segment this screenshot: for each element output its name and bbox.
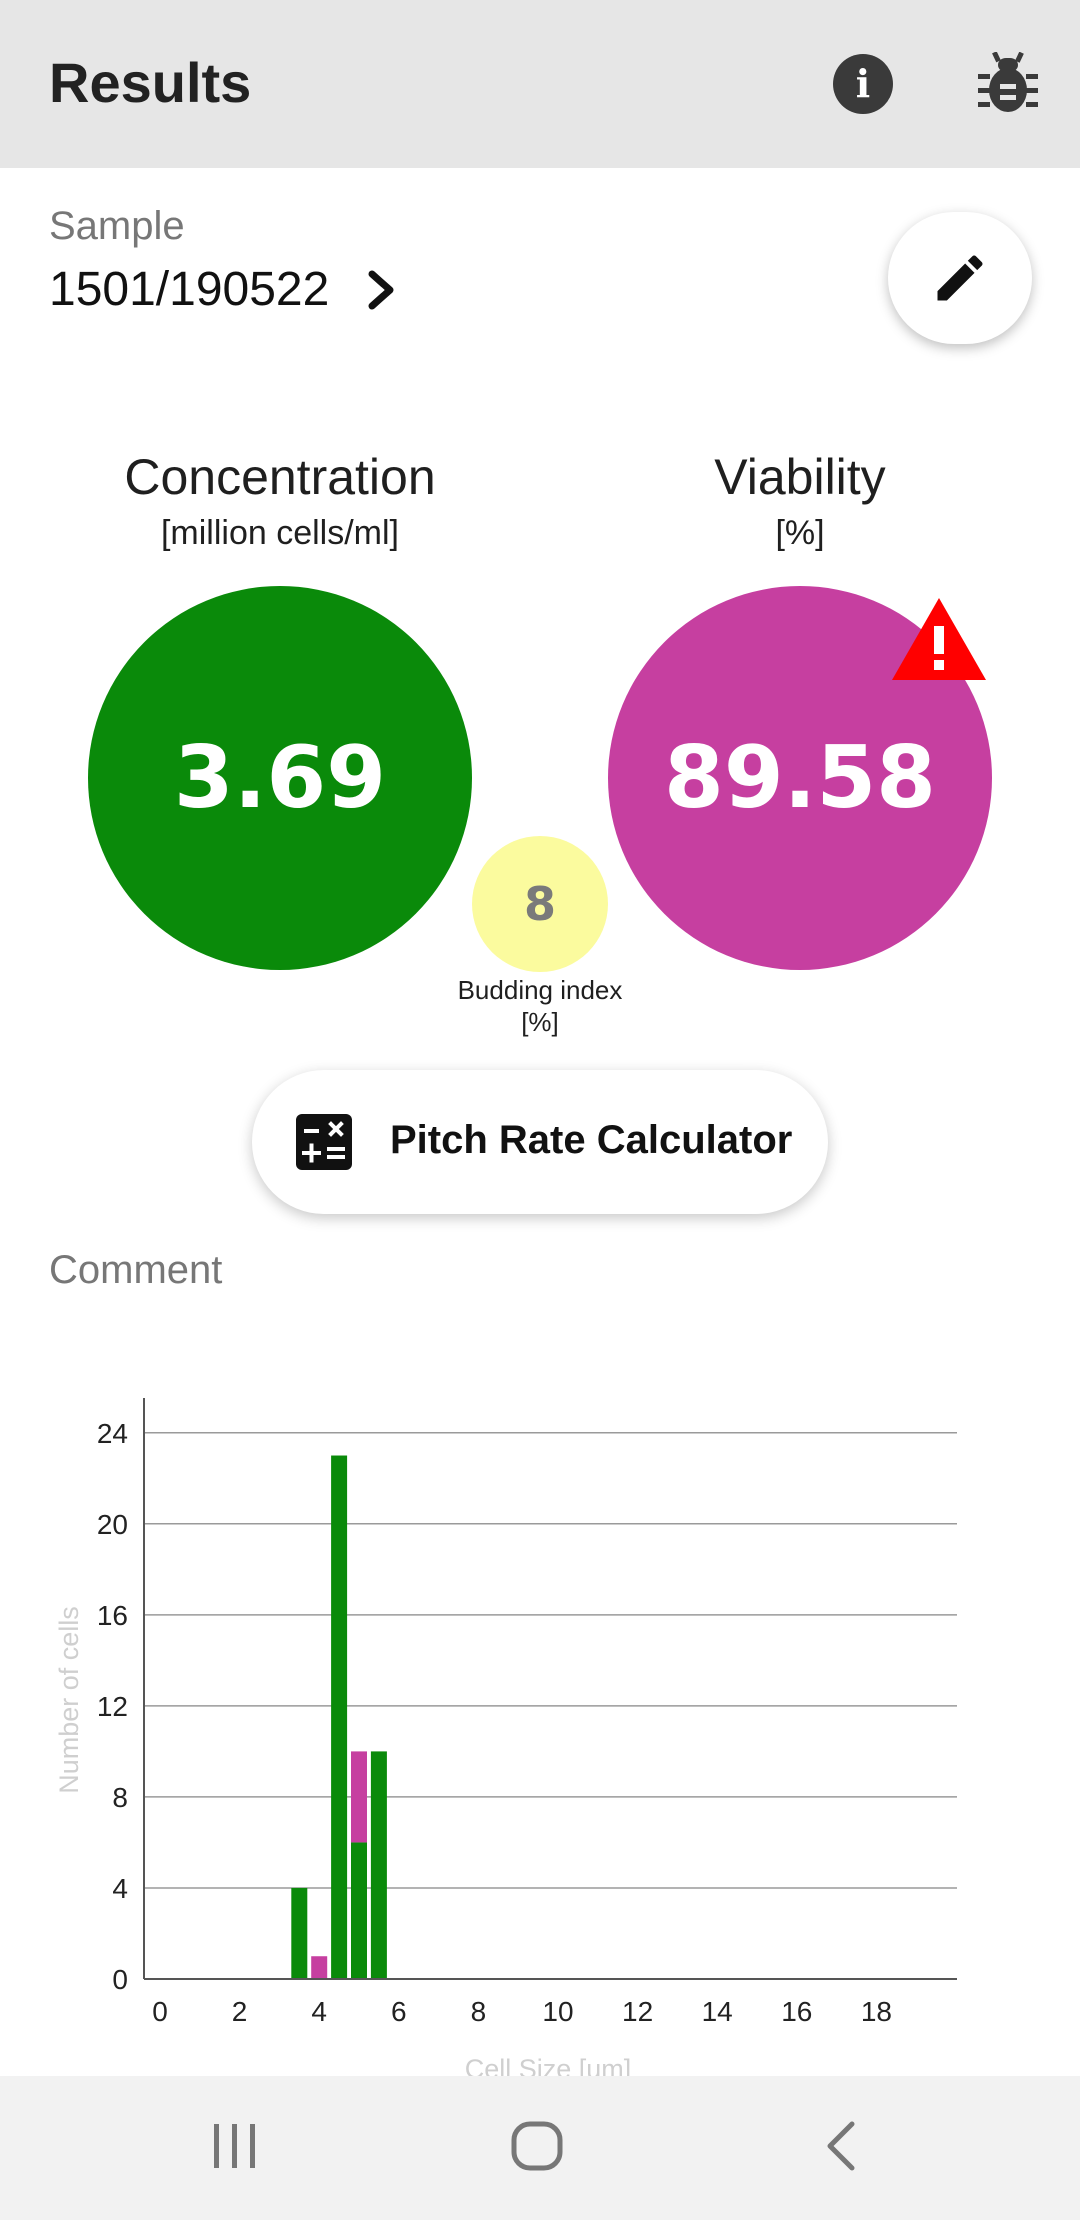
concentration-title: Concentration	[124, 449, 436, 505]
warning-triangle-icon[interactable]	[890, 594, 988, 684]
histogram-bar	[311, 1956, 328, 1979]
system-nav-bar	[0, 2076, 1080, 2220]
edit-button[interactable]	[888, 212, 1032, 344]
x-tick-label: 16	[781, 1996, 812, 2027]
calculator-icon	[296, 1114, 352, 1170]
y-tick-label: 20	[97, 1509, 128, 1540]
y-tick-label: 12	[97, 1691, 128, 1722]
x-tick-label: 4	[311, 1996, 327, 2027]
concentration-circle: 3.69	[88, 586, 472, 970]
histogram-bar	[331, 1455, 348, 1979]
x-tick-label: 6	[391, 1996, 407, 2027]
y-tick-label: 24	[97, 1418, 128, 1449]
pitch-rate-calculator-label: Pitch Rate Calculator	[390, 1118, 793, 1162]
pencil-icon	[937, 255, 983, 301]
x-tick-label: 0	[152, 1996, 168, 2027]
budding-index-value: 8	[523, 877, 556, 931]
sample-label: Sample	[49, 204, 185, 248]
page-title: Results	[49, 51, 252, 114]
info-icon[interactable]: i	[833, 54, 893, 114]
comment-label[interactable]: Comment	[49, 1248, 223, 1292]
x-tick-label: 8	[471, 1996, 487, 2027]
histogram-bar	[291, 1887, 308, 1979]
budding-index-title: Budding index	[457, 975, 623, 1005]
histogram-bar	[370, 1751, 387, 1979]
back-icon[interactable]	[820, 2116, 860, 2176]
y-tick-label: 8	[112, 1782, 128, 1813]
y-tick-label: 0	[112, 1964, 128, 1995]
recent-apps-icon[interactable]	[210, 2116, 260, 2176]
sample-value[interactable]: 1501/190522	[49, 263, 330, 316]
x-tick-label: 12	[622, 1996, 653, 2027]
viability-unit: [%]	[775, 514, 825, 552]
viability-title: Viability	[714, 449, 886, 505]
home-icon[interactable]	[508, 2116, 568, 2176]
histogram-bar	[351, 1842, 367, 1979]
x-tick-label: 18	[861, 1996, 892, 2027]
y-axis-label: Number of cells	[54, 1606, 84, 1794]
concentration-unit: [million cells/ml]	[160, 514, 400, 552]
budding-index-circle: 8	[472, 836, 608, 972]
concentration-value: 3.69	[173, 728, 387, 828]
viability-value: 89.58	[663, 728, 937, 828]
app-bar: Results i	[0, 0, 1080, 168]
y-tick-label: 4	[112, 1873, 128, 1904]
histogram-bar	[351, 1751, 367, 1843]
x-tick-label: 10	[542, 1996, 573, 2027]
pitch-rate-calculator-button[interactable]: Pitch Rate Calculator	[252, 1070, 828, 1214]
budding-index-label: Budding index [%]	[430, 974, 650, 1038]
bug-icon[interactable]	[978, 52, 1038, 116]
budding-index-unit: [%]	[521, 1007, 559, 1037]
y-tick-label: 16	[97, 1600, 128, 1631]
chevron-right-icon[interactable]	[362, 262, 402, 318]
x-tick-label: 14	[702, 1996, 733, 2027]
x-tick-label: 2	[232, 1996, 248, 2027]
x-axis-label: Cell Size [um]	[465, 2054, 632, 2080]
